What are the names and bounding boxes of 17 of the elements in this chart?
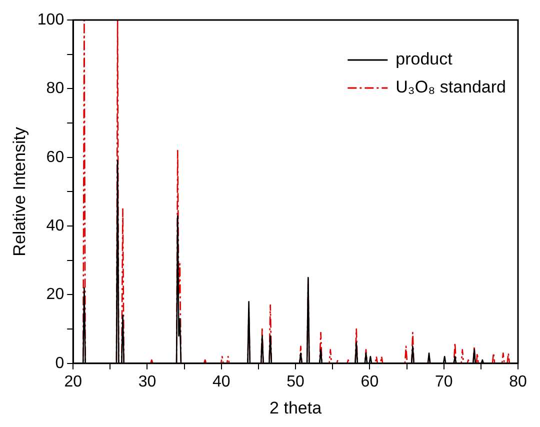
y-tick-label: 60 [46,148,64,166]
legend-label: product [396,50,453,69]
y-tick-label: 0 [55,354,64,372]
y-axis-title: Relative Intensity [10,126,29,256]
y-tick-label: 80 [46,80,64,98]
y-tick-label: 100 [37,11,64,28]
x-axis-title: 2 theta [270,398,322,418]
x-tick-label: 30 [138,373,156,390]
x-tick-label: 80 [509,373,527,390]
x-tick-label: 50 [286,373,305,390]
legend-label: U₃O₈ standard [396,78,506,97]
x-tick-label: 20 [64,373,82,390]
y-tick-label: 20 [46,286,64,304]
x-tick-label: 60 [360,373,379,390]
x-tick-label: 70 [434,373,453,390]
y-tick-label: 40 [46,217,64,234]
x-tick-label: 40 [212,373,230,390]
